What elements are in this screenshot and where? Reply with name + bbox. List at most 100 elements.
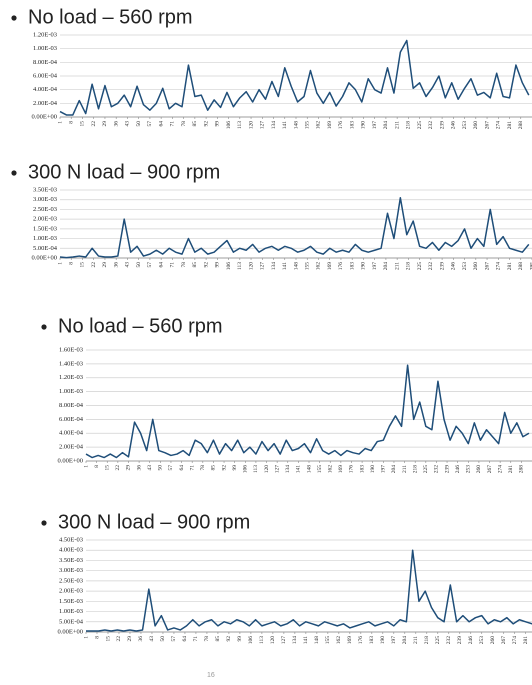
- x-tick-label: 246: [468, 636, 474, 645]
- x-tick-label: 120: [264, 465, 270, 474]
- x-tick-label: 267: [501, 636, 507, 645]
- x-tick-label: 78: [204, 636, 210, 642]
- y-tick-label: 1.50E-03: [33, 225, 57, 232]
- x-tick-label: 246: [455, 465, 461, 474]
- x-tick-label: 155: [325, 636, 331, 645]
- x-tick-label: 85: [192, 262, 198, 268]
- bullet: [41, 324, 47, 330]
- x-tick-label: 190: [370, 465, 376, 474]
- x-tick-label: 162: [328, 465, 334, 474]
- x-tick-label: 8: [94, 465, 100, 468]
- x-tick-label: 211: [402, 465, 408, 473]
- y-tick-label: 1.00E-03: [59, 388, 83, 395]
- x-tick-label: 253: [462, 262, 468, 271]
- x-tick-label: 176: [349, 465, 355, 474]
- x-tick-label: 43: [149, 636, 155, 642]
- x-tick-label: 1: [83, 465, 89, 468]
- x-tick-label: 218: [424, 636, 430, 645]
- y-tick-label: 5.00E-04: [33, 245, 58, 252]
- x-tick-label: 141: [303, 636, 309, 645]
- x-tick-label: 260: [476, 465, 482, 474]
- x-tick-label: 204: [402, 636, 408, 645]
- x-tick-label: 155: [305, 262, 311, 271]
- x-tick-label: 260: [473, 262, 479, 271]
- x-tick-label: 183: [359, 465, 365, 474]
- x-tick-label: 78: [200, 465, 206, 471]
- x-tick-label: 43: [147, 465, 153, 471]
- x-tick-label: 141: [282, 262, 288, 271]
- x-tick-label: 204: [383, 262, 389, 271]
- x-tick-label: 64: [158, 121, 164, 127]
- x-tick-label: 106: [248, 636, 254, 645]
- x-tick-label: 281: [508, 465, 514, 474]
- x-tick-label: 64: [179, 465, 185, 471]
- x-tick-label: 1: [57, 121, 63, 124]
- chart-title: No load – 560 rpm: [28, 6, 193, 28]
- y-tick-label: 4.50E-03: [59, 536, 83, 543]
- x-tick-label: 64: [182, 636, 188, 642]
- x-tick-label: 211: [394, 121, 400, 129]
- x-tick-label: 281: [507, 262, 513, 271]
- y-tick-label: 1.00E-03: [59, 608, 83, 615]
- x-tick-label: 253: [479, 636, 485, 645]
- x-tick-label: 22: [91, 121, 97, 127]
- y-tick-label: 5.00E-04: [59, 618, 84, 625]
- x-tick-label: 232: [428, 262, 434, 271]
- x-tick-label: 246: [451, 262, 457, 271]
- x-tick-label: 260: [473, 121, 479, 130]
- x-tick-label: 134: [271, 262, 277, 271]
- x-tick-label: 274: [512, 636, 518, 645]
- x-tick-label: 92: [226, 636, 232, 642]
- x-tick-label: 225: [417, 121, 423, 130]
- x-tick-label: 15: [80, 121, 86, 127]
- x-tick-label: 267: [484, 262, 490, 271]
- x-tick-label: 274: [496, 262, 502, 271]
- x-tick-label: 267: [484, 121, 490, 130]
- x-tick-label: 99: [215, 121, 221, 127]
- data-line: [85, 364, 530, 459]
- x-tick-label: 50: [160, 636, 166, 642]
- x-tick-label: 127: [281, 636, 287, 645]
- x-tick-label: 218: [406, 262, 412, 271]
- x-tick-label: 134: [271, 121, 277, 130]
- x-tick-label: 155: [317, 465, 323, 474]
- y-tick-label: 4.00E-03: [59, 547, 83, 554]
- x-tick-label: 183: [369, 636, 375, 645]
- x-tick-label: 8: [94, 636, 100, 639]
- x-tick-label: 246: [451, 121, 457, 130]
- x-tick-label: 232: [434, 465, 440, 474]
- x-tick-label: 190: [361, 121, 367, 130]
- y-tick-label: 3.00E-03: [59, 567, 83, 574]
- x-tick-label: 99: [232, 465, 238, 471]
- y-tick-label: 1.20E-03: [59, 374, 83, 381]
- x-tick-label: 29: [102, 121, 108, 127]
- x-tick-label: 148: [314, 636, 320, 645]
- x-tick-label: 190: [380, 636, 386, 645]
- x-tick-label: 71: [193, 636, 199, 642]
- y-tick-label: 2.00E-04: [33, 100, 58, 107]
- x-tick-label: 43: [125, 262, 131, 268]
- x-tick-label: 288: [518, 121, 524, 130]
- x-tick-label: 8: [69, 121, 75, 124]
- chart-title: No load – 560 rpm: [58, 315, 223, 337]
- y-tick-label: 0.00E+00: [57, 457, 83, 464]
- y-tick-label: 3.00E-03: [33, 196, 57, 203]
- x-tick-label: 148: [293, 121, 299, 130]
- x-tick-label: 148: [293, 262, 299, 271]
- x-tick-label: 120: [248, 262, 254, 271]
- x-tick-label: 92: [221, 465, 227, 471]
- y-tick-label: 1.40E-03: [59, 360, 83, 367]
- x-tick-label: 134: [292, 636, 298, 645]
- x-tick-label: 253: [462, 121, 468, 130]
- bullet: [11, 170, 17, 176]
- x-tick-label: 106: [226, 121, 232, 130]
- x-tick-label: 127: [274, 465, 280, 474]
- page-number: 16: [207, 672, 215, 679]
- y-tick-label: 0.00E+00: [57, 628, 83, 635]
- x-tick-label: 50: [158, 465, 164, 471]
- x-tick-label: 225: [423, 465, 429, 474]
- x-tick-label: 239: [439, 121, 445, 130]
- x-tick-label: 57: [171, 636, 177, 642]
- x-tick-label: 218: [412, 465, 418, 474]
- x-tick-label: 106: [226, 262, 232, 271]
